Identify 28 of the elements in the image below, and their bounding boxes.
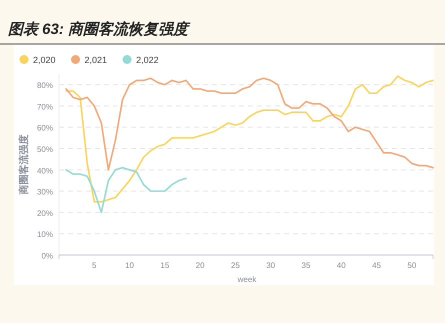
y-tick-label: 30% bbox=[36, 188, 53, 197]
legend-label: 2,021 bbox=[84, 55, 108, 65]
x-tick-label: 15 bbox=[160, 261, 170, 270]
x-tick-label: 45 bbox=[372, 261, 382, 270]
y-axis-title: 商圈客流强度 bbox=[18, 134, 30, 196]
line-series bbox=[65, 166, 187, 214]
x-tick-label: 50 bbox=[407, 261, 417, 270]
y-tick-label: 70% bbox=[36, 102, 53, 112]
legend-label: 2,022 bbox=[136, 55, 159, 65]
chart-title: 图表 63: 商圈客流恢复强度 bbox=[8, 20, 192, 38]
line-series bbox=[65, 77, 434, 171]
y-tick-label: 80% bbox=[36, 81, 53, 90]
x-tick-label: 30 bbox=[266, 261, 276, 270]
y-tick-label: 60% bbox=[36, 124, 53, 133]
y-tick-label: 20% bbox=[36, 208, 53, 218]
y-tick-label: 50% bbox=[36, 145, 53, 154]
x-axis-title: week bbox=[236, 275, 258, 284]
x-tick-label: 10 bbox=[125, 261, 135, 270]
y-tick-label: 40% bbox=[36, 166, 53, 176]
y-tick-label: 0% bbox=[41, 252, 53, 260]
y-tick-label: 10% bbox=[36, 230, 53, 240]
x-tick-label: 40 bbox=[336, 261, 346, 270]
x-tick-label: 25 bbox=[230, 261, 240, 270]
legend-label: 2,020 bbox=[33, 55, 56, 65]
x-tick-label: 35 bbox=[302, 261, 311, 270]
x-tick-label: 20 bbox=[196, 261, 206, 270]
x-tick-label: 5 bbox=[92, 261, 98, 270]
line-series bbox=[65, 75, 434, 203]
